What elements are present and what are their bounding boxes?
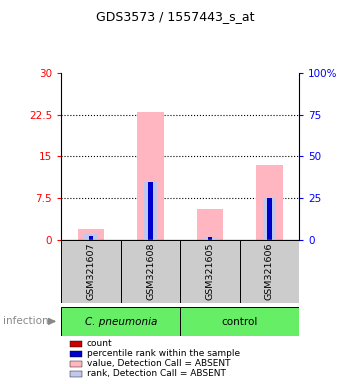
Text: C. pneumonia: C. pneumonia — [85, 316, 157, 327]
Text: GSM321608: GSM321608 — [146, 243, 155, 300]
Bar — [256, 165, 283, 240]
Bar — [84, 234, 98, 240]
Bar — [61, 307, 180, 336]
Bar — [267, 198, 272, 240]
Bar — [208, 239, 212, 240]
Text: GDS3573 / 1557443_s_at: GDS3573 / 1557443_s_at — [96, 10, 254, 23]
Text: count: count — [87, 339, 112, 348]
Bar — [148, 239, 153, 240]
Bar — [89, 236, 93, 240]
Text: rank, Detection Call = ABSENT: rank, Detection Call = ABSENT — [87, 369, 226, 378]
Bar — [137, 112, 164, 240]
Text: control: control — [222, 316, 258, 327]
Bar — [208, 237, 212, 240]
Text: percentile rank within the sample: percentile rank within the sample — [87, 349, 240, 358]
Text: GSM321607: GSM321607 — [86, 243, 96, 300]
Bar — [61, 240, 121, 303]
Bar — [197, 209, 223, 240]
Text: infection: infection — [4, 316, 49, 326]
Text: GSM321606: GSM321606 — [265, 243, 274, 300]
Bar — [180, 307, 299, 336]
Bar — [240, 240, 299, 303]
Bar — [148, 182, 153, 240]
Bar — [180, 240, 240, 303]
Bar — [78, 229, 104, 240]
Bar — [144, 182, 157, 240]
Bar — [267, 239, 272, 240]
Bar — [263, 198, 276, 240]
Bar — [89, 238, 93, 240]
Bar — [121, 240, 180, 303]
Text: GSM321605: GSM321605 — [205, 243, 215, 300]
Text: value, Detection Call = ABSENT: value, Detection Call = ABSENT — [87, 359, 230, 368]
Bar — [203, 237, 217, 240]
